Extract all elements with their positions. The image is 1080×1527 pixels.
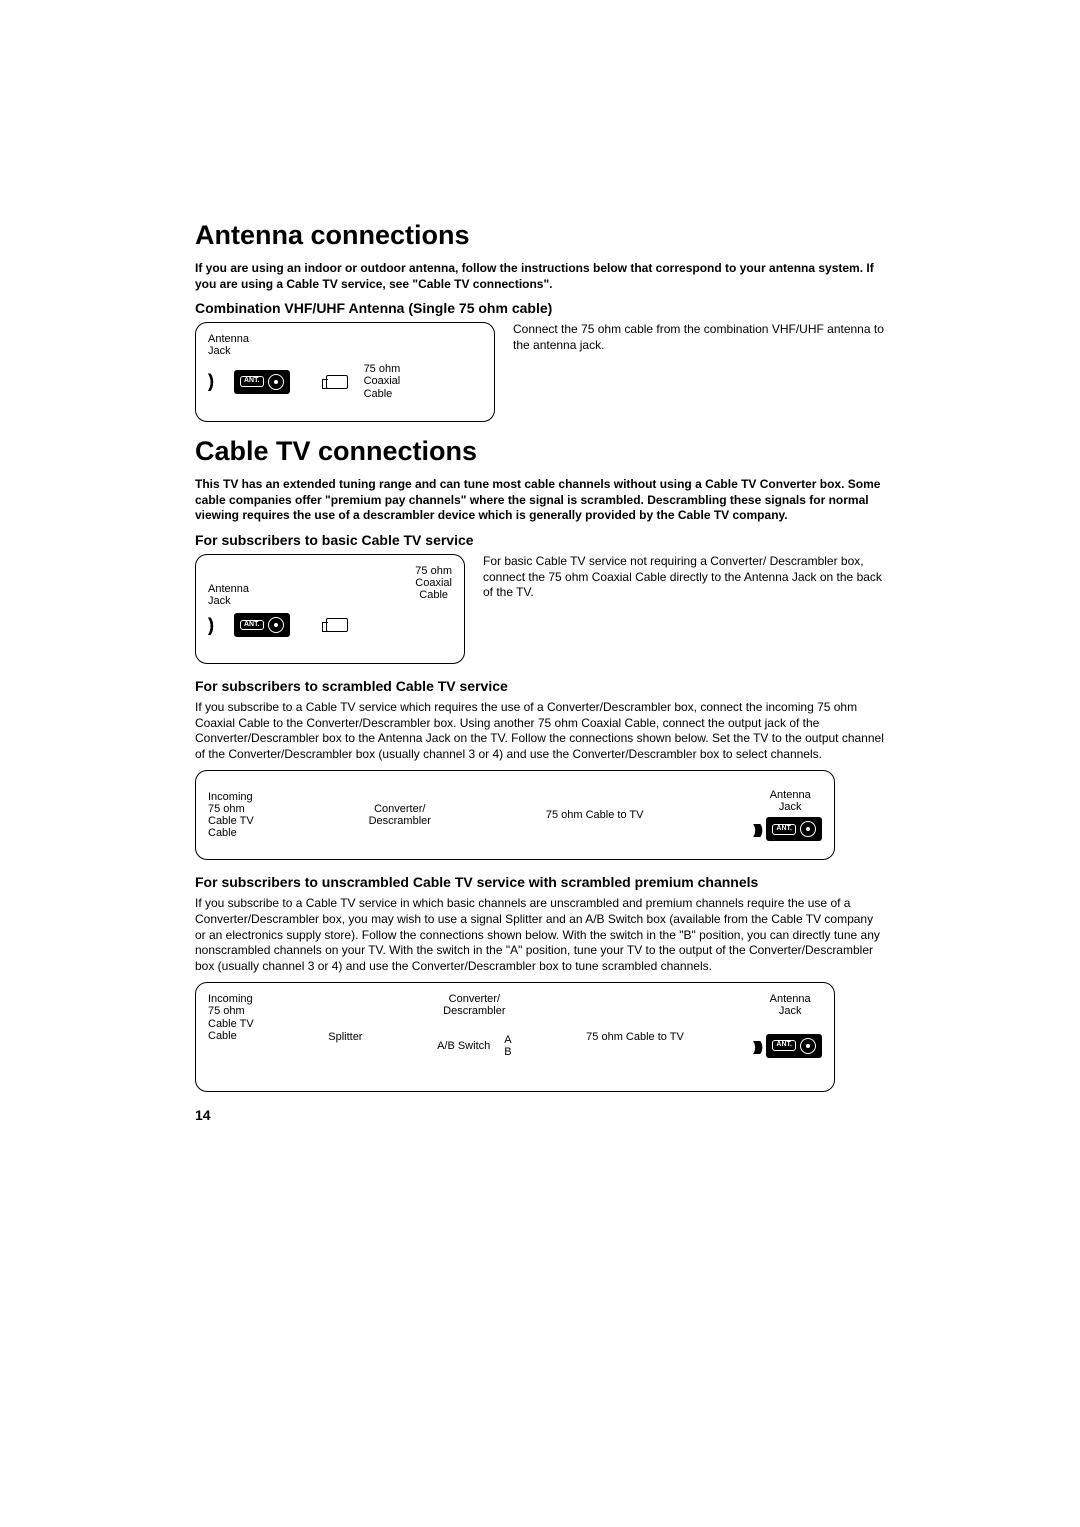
subsection-heading: For subscribers to basic Cable TV servic… xyxy=(195,532,885,548)
label-incoming: Incoming 75 ohm Cable TV Cable xyxy=(208,993,254,1041)
label-b: B xyxy=(504,1046,511,1058)
connector-icon xyxy=(326,375,348,389)
label-antenna-jack: Antenna Jack xyxy=(758,789,822,813)
label-splitter: Splitter xyxy=(328,1031,362,1043)
diagram-unscrambled-premium: Incoming 75 ohm Cable TV Cable Splitter … xyxy=(195,982,835,1092)
subsection-heading: Combination VHF/UHF Antenna (Single 75 o… xyxy=(195,300,885,316)
label-cable: 75 ohm Coaxial Cable xyxy=(415,565,452,601)
ant-tag: ANT. xyxy=(772,1040,796,1050)
diagram-antenna-single: Antenna Jack )))) ANT. 75 ohm Coaxial Ca… xyxy=(195,322,495,422)
label-converter: Converter/ Descrambler xyxy=(437,993,512,1017)
diagram-basic-cable: Antenna Jack 75 ohm Coaxial Cable )))) A… xyxy=(195,554,465,664)
subsection-body: If you subscribe to a Cable TV service w… xyxy=(195,700,885,762)
section-intro: If you are using an indoor or outdoor an… xyxy=(195,261,885,292)
label-antenna-jack: Antenna Jack xyxy=(208,583,249,607)
label-cable: 75 ohm Coaxial Cable xyxy=(364,363,401,399)
antenna-jack-block: ANT. xyxy=(234,370,290,394)
label-cable-to-tv: 75 ohm Cable to TV xyxy=(586,1031,684,1043)
ant-tag: ANT. xyxy=(240,376,264,386)
jack-icon xyxy=(268,617,284,633)
diagram-caption: Connect the 75 ohm cable from the combin… xyxy=(513,322,885,353)
diagram-caption: For basic Cable TV service not requiring… xyxy=(483,554,885,601)
label-a: A xyxy=(504,1034,511,1046)
jack-icon xyxy=(800,1038,816,1054)
label-incoming: Incoming 75 ohm Cable TV Cable xyxy=(208,791,254,839)
section-title: Antenna connections xyxy=(195,220,885,251)
label-converter: Converter/ Descrambler xyxy=(369,803,431,827)
section-title: Cable TV connections xyxy=(195,436,885,467)
jack-icon xyxy=(800,821,816,837)
label-antenna-jack: Antenna Jack xyxy=(758,993,822,1017)
ant-tag: ANT. xyxy=(240,620,264,630)
antenna-jack-block: ANT. xyxy=(766,1034,822,1058)
diagram-scrambled: Incoming 75 ohm Cable TV Cable Converter… xyxy=(195,770,835,860)
antenna-jack-block: ANT. xyxy=(766,817,822,841)
subsection-heading: For subscribers to scrambled Cable TV se… xyxy=(195,678,885,694)
ant-tag: ANT. xyxy=(772,824,796,834)
label-antenna-jack: Antenna Jack xyxy=(208,333,482,357)
antenna-jack-block: ANT. xyxy=(234,613,290,637)
section-intro: This TV has an extended tuning range and… xyxy=(195,477,885,524)
label-ab-switch: A/B Switch xyxy=(437,1040,490,1052)
connector-icon xyxy=(326,618,348,632)
jack-icon xyxy=(268,374,284,390)
subsection-heading: For subscribers to unscrambled Cable TV … xyxy=(195,874,885,890)
label-cable-to-tv: 75 ohm Cable to TV xyxy=(546,809,644,821)
subsection-body: If you subscribe to a Cable TV service i… xyxy=(195,896,885,974)
page-number: 14 xyxy=(195,1107,211,1123)
